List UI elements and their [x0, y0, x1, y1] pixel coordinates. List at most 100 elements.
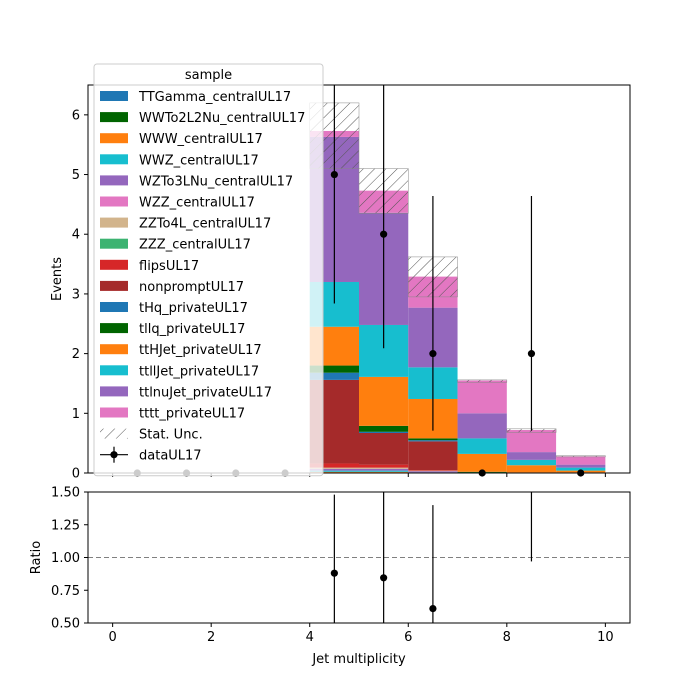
data-point	[429, 350, 437, 358]
bar-segment	[359, 467, 409, 469]
legend-label: tHq_privateUL17	[139, 301, 248, 316]
y-tick-label: 3	[72, 287, 80, 302]
x-tick-label: 6	[404, 630, 412, 645]
ratio-x-ticks: 0 2 4 6 8 10	[108, 623, 614, 645]
legend-label: nonpromptUL17	[139, 280, 244, 295]
bar-segment	[506, 430, 557, 453]
ratio-points	[330, 492, 533, 623]
y-tick-label: 0.50	[51, 617, 80, 632]
bar-segment	[359, 468, 409, 471]
bar-segment	[359, 433, 409, 465]
legend-swatch	[100, 196, 128, 207]
legend-swatch	[100, 302, 128, 312]
bar-segment	[359, 425, 409, 432]
bar-segment	[309, 372, 359, 380]
legend-label: ttllJet_privateUL17	[139, 364, 259, 379]
main-y-axis-label: Events	[50, 257, 65, 301]
bar-segment	[309, 365, 359, 373]
bar-segment	[359, 376, 409, 426]
legend-swatch	[100, 323, 128, 334]
bar-segment	[556, 456, 606, 465]
y-tick-label: 4	[72, 228, 80, 243]
bar-segment	[408, 438, 458, 441]
bar-segment	[408, 471, 458, 473]
y-tick-label: 5	[72, 168, 80, 183]
legend-label: WWW_centralUL17	[139, 132, 263, 147]
bar-segment	[506, 459, 557, 466]
bar-segment	[309, 463, 359, 468]
legend-label: WWTo2L2Nu_centralUL17	[139, 111, 305, 126]
bar-segment	[309, 471, 359, 473]
main-plot-frame	[87, 84, 631, 474]
y-tick-label: 1	[72, 407, 80, 422]
legend-label: ZZZ_centralUL17	[139, 238, 251, 253]
data-point	[330, 170, 338, 179]
ratio-plot-panel: 0 2 4 6 8 10 0.50 0.75 1.00 1.25 1.50 Ratio Jet m…	[29, 486, 631, 667]
bar-segment	[506, 465, 557, 473]
bar-segment	[457, 413, 507, 439]
data-point	[527, 350, 536, 358]
legend-swatch	[100, 91, 128, 101]
bar-segment	[359, 470, 409, 472]
legend-label: WZZ_centralUL17	[139, 196, 255, 211]
legend-label: WZTo3LNu_centralUL17	[139, 174, 293, 189]
legend-swatch	[100, 238, 128, 249]
legend-label: tttt_privateUL17	[139, 407, 245, 422]
bar-segment	[309, 467, 359, 469]
legend-swatch	[100, 259, 128, 270]
bar-segment	[506, 452, 557, 460]
legend-label: tllq_privateUL17	[139, 322, 245, 337]
y-tick-label: 1.50	[51, 486, 80, 501]
legend-label: TTGamma_centralUL17	[138, 90, 291, 105]
x-tick-label: 2	[207, 630, 215, 645]
y-tick-label: 2	[72, 347, 80, 362]
legend-label: ttHJet_privateUL17	[139, 343, 262, 358]
bar-segment	[457, 438, 507, 454]
x-tick-label: 10	[597, 630, 614, 645]
bar-segment	[359, 471, 409, 473]
bar-segment	[408, 440, 458, 442]
y-tick-label: 0	[72, 467, 80, 482]
x-tick-label: 8	[503, 630, 511, 645]
legend-label: ttlnuJet_privateUL17	[139, 385, 272, 400]
y-tick-label: 6	[72, 108, 80, 123]
ratio-x-axis-label: Jet multiplicity	[311, 652, 406, 667]
y-tick-label: 1.25	[51, 518, 80, 533]
bar-segment	[457, 453, 507, 472]
bar-segment	[359, 431, 409, 434]
bar-segment	[457, 380, 507, 414]
bar-segment	[309, 470, 359, 472]
legend-swatch	[100, 217, 128, 228]
ratio-y-ticks: 0.50 0.75 1.00 1.25 1.50	[51, 486, 88, 632]
stat-unc-band	[555, 455, 606, 458]
bar-segment	[359, 464, 409, 468]
legend-data-marker	[110, 451, 118, 459]
bar-segment	[408, 441, 458, 471]
data-point	[380, 230, 388, 238]
legend-swatch-stat-unc	[100, 428, 128, 439]
legend-swatch	[100, 365, 128, 376]
legend-swatch	[100, 175, 128, 186]
bar-segment	[408, 470, 458, 472]
ratio-point	[330, 569, 338, 577]
bar-segment	[556, 467, 606, 471]
stat-unc-band	[457, 379, 508, 383]
legend-swatch	[100, 133, 128, 144]
legend-swatch	[100, 386, 128, 397]
y-tick-label: 1.00	[51, 551, 80, 566]
legend-box	[93, 63, 324, 477]
x-tick-label: 0	[108, 630, 116, 645]
bar-segment	[309, 468, 359, 471]
legend-label: Stat. Unc.	[139, 428, 203, 443]
legend-label: flipsUL17	[139, 259, 199, 274]
legend: sample TTGamma_centralUL17 WWTo2L2Nu_centr…	[93, 63, 324, 477]
legend-title: sample	[185, 68, 232, 83]
legend-label: ZZTo4L_centralUL17	[139, 217, 271, 232]
main-y-ticks: 0 1 2 3 4 5 6	[72, 108, 88, 482]
legend-swatch	[100, 112, 128, 123]
bar-segment	[556, 464, 606, 468]
ratio-point	[429, 604, 437, 613]
legend-swatch	[100, 280, 128, 291]
ratio-y-axis-label: Ratio	[29, 541, 44, 574]
